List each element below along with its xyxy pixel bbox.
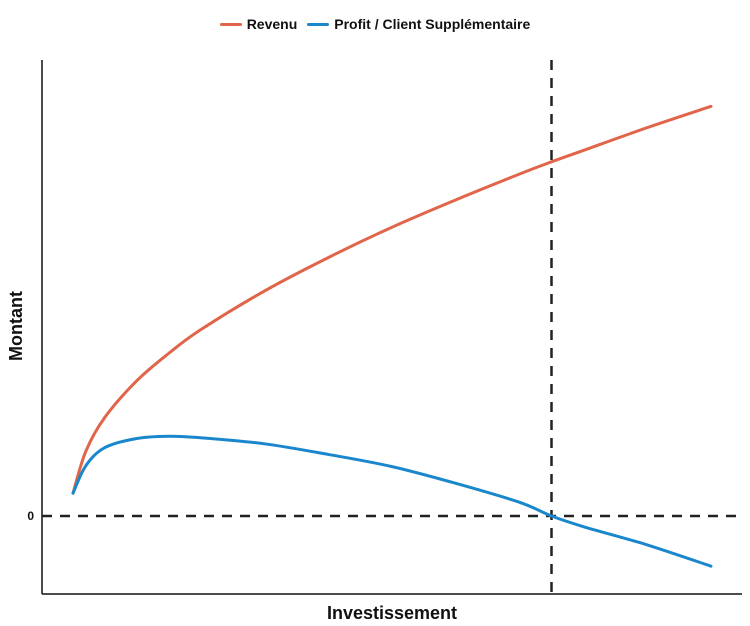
legend-label-revenu: Revenu: [246, 16, 298, 32]
legend-label-profit: Profit / Client Supplémentaire: [334, 16, 531, 32]
legend-item-revenu[interactable]: Revenu: [219, 16, 298, 32]
series-line-profit: [71, 434, 713, 568]
y-tick-label: 0: [27, 509, 34, 523]
legend-item-profit[interactable]: Profit / Client Supplémentaire: [307, 16, 530, 32]
y-axis-title: Montant: [6, 291, 26, 361]
legend: Revenu Profit / Client Supplémentaire: [0, 16, 750, 32]
legend-swatch-revenu: [219, 22, 242, 26]
series-line-revenu: [71, 104, 713, 495]
legend-swatch-profit: [307, 22, 330, 26]
x-axis-title: Investissement: [327, 603, 457, 623]
